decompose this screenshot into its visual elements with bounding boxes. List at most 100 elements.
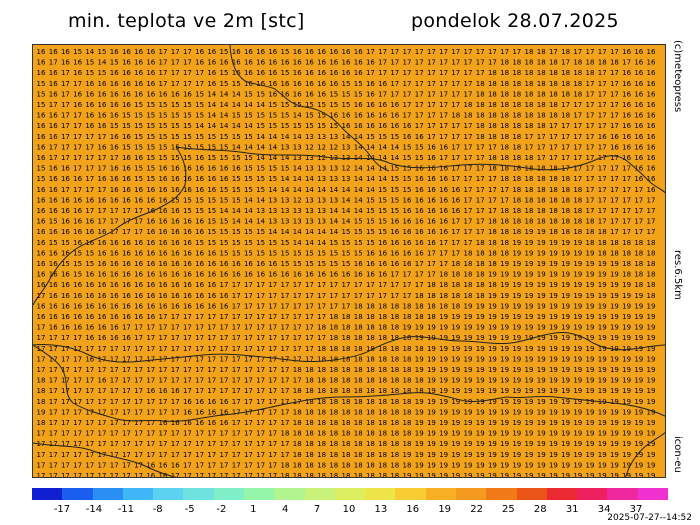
grid-value: 17 — [476, 48, 485, 56]
grid-value: 16 — [61, 59, 70, 67]
grid-value: 18 — [366, 302, 375, 310]
grid-value: 19 — [586, 355, 595, 363]
grid-value: 17 — [85, 143, 94, 151]
grid-value: 19 — [573, 440, 582, 448]
grid-value: 17 — [159, 313, 168, 321]
grid-value: 17 — [122, 377, 131, 385]
grid-value: 19 — [634, 334, 643, 342]
grid-value: 15 — [256, 165, 265, 173]
grid-value: 16 — [73, 69, 82, 77]
grid-value: 19 — [586, 377, 595, 385]
grid-value: 18 — [476, 239, 485, 247]
grid-value: 18 — [378, 377, 387, 385]
grid-value: 18 — [378, 451, 387, 459]
grid-value: 16 — [37, 122, 46, 130]
grid-value: 16 — [268, 59, 277, 67]
grid-value: 16 — [171, 260, 180, 268]
grid-value: 17 — [110, 451, 119, 459]
grid-value: 15 — [317, 122, 326, 130]
grid-value: 19 — [598, 355, 607, 363]
grid-value: 19 — [451, 345, 460, 353]
grid-value: 15 — [146, 101, 155, 109]
grid-value: 19 — [525, 324, 534, 332]
grid-value: 19 — [476, 355, 485, 363]
grid-value: 17 — [403, 292, 412, 300]
grid-value: 16 — [134, 239, 143, 247]
grid-value: 18 — [451, 112, 460, 120]
grid-value: 16 — [110, 239, 119, 247]
grid-value: 16 — [37, 112, 46, 120]
grid-value: 16 — [134, 48, 143, 56]
grid-value: 16 — [171, 175, 180, 183]
grid-value: 17 — [134, 451, 143, 459]
grid-value: 19 — [634, 387, 643, 395]
grid-value: 19 — [610, 472, 619, 478]
grid-value: 19 — [500, 377, 509, 385]
grid-value: 16 — [37, 313, 46, 321]
grid-value: 17 — [146, 451, 155, 459]
grid-value: 17 — [293, 334, 302, 342]
grid-value: 19 — [586, 302, 595, 310]
grid-value: 17 — [61, 122, 70, 130]
grid-value: 15 — [403, 186, 412, 194]
grid-value: 17 — [98, 387, 107, 395]
grid-value: 19 — [439, 440, 448, 448]
grid-value: 16 — [98, 249, 107, 257]
grid-value: 16 — [195, 186, 204, 194]
grid-value: 17 — [256, 377, 265, 385]
grid-value: 16 — [146, 48, 155, 56]
grid-value: 17 — [366, 69, 375, 77]
grid-value: 18 — [622, 249, 631, 257]
grid-value: 18 — [354, 472, 363, 478]
grid-value: 17 — [183, 387, 192, 395]
grid-value: 19 — [476, 324, 485, 332]
grid-value: 19 — [549, 387, 558, 395]
grid-value: 17 — [73, 387, 82, 395]
grid-value: 18 — [549, 112, 558, 120]
grid-value: 19 — [427, 451, 436, 459]
grid-value: 15 — [281, 101, 290, 109]
grid-value: 18 — [354, 398, 363, 406]
grid-value: 17 — [134, 366, 143, 374]
grid-value: 17 — [171, 430, 180, 438]
grid-value: 16 — [427, 207, 436, 215]
grid-value: 19 — [500, 302, 509, 310]
grid-value: 17 — [37, 366, 46, 374]
grid-value: 18 — [500, 175, 509, 183]
grid-value: 16 — [61, 292, 70, 300]
grid-value: 18 — [281, 430, 290, 438]
grid-value: 19 — [488, 313, 497, 321]
grid-value: 17 — [598, 207, 607, 215]
grid-value: 18 — [415, 313, 424, 321]
grid-value: 17 — [268, 461, 277, 469]
grid-value: 18 — [403, 398, 412, 406]
grid-value: 16 — [49, 196, 58, 204]
grid-value: 16 — [390, 112, 399, 120]
grid-value: 18 — [451, 260, 460, 268]
grid-value: 15 — [378, 133, 387, 141]
grid-value: 16 — [232, 48, 241, 56]
grid-value: 13 — [342, 175, 351, 183]
grid-value: 17 — [256, 440, 265, 448]
grid-value: 15 — [37, 175, 46, 183]
grid-value: 17 — [207, 334, 216, 342]
grid-value: 16 — [207, 175, 216, 183]
grid-value: 18 — [403, 313, 412, 321]
grid-value: 14 — [293, 186, 302, 194]
grid-value: 17 — [49, 101, 58, 109]
grid-value: 16 — [647, 101, 656, 109]
grid-value: 19 — [476, 366, 485, 374]
grid-value: 17 — [220, 334, 229, 342]
grid-value: 19 — [561, 387, 570, 395]
grid-value: 18 — [549, 196, 558, 204]
grid-value: 16 — [232, 59, 241, 67]
grid-value: 19 — [622, 451, 631, 459]
grid-value: 15 — [281, 48, 290, 56]
grid-value: 16 — [207, 419, 216, 427]
grid-value: 18 — [329, 440, 338, 448]
grid-value: 19 — [525, 408, 534, 416]
grid-value: 17 — [366, 48, 375, 56]
grid-value: 16 — [268, 48, 277, 56]
grid-value: 16 — [110, 69, 119, 77]
grid-value: 14 — [329, 228, 338, 236]
